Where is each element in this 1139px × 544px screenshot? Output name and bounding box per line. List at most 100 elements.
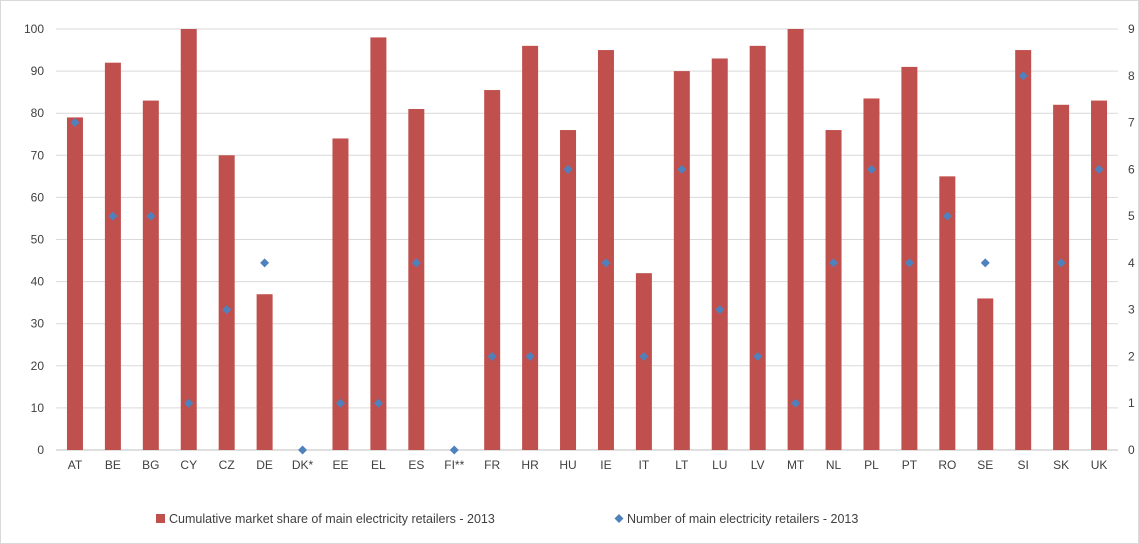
x-tick-label: DE: [256, 458, 273, 472]
x-tick-label: BG: [142, 458, 159, 472]
x-tick-label: EE: [332, 458, 348, 472]
y-tick-label: 30: [31, 317, 45, 331]
data-point: [298, 445, 308, 455]
bar: [370, 37, 387, 451]
x-tick-label: PT: [902, 458, 918, 472]
x-tick-label: AT: [68, 458, 83, 472]
data-point: [373, 398, 383, 408]
legend-point-label: Number of main electricity retailers - 2…: [627, 512, 858, 526]
bar: [408, 108, 425, 451]
bar: [332, 138, 349, 450]
y2-tick-label: 7: [1128, 116, 1135, 130]
x-tick-label: SI: [1018, 458, 1029, 472]
x-tick-label: BE: [105, 458, 121, 472]
scatter-series: [70, 71, 1104, 455]
bar: [977, 298, 994, 450]
data-point: [487, 351, 497, 361]
data-point: [904, 258, 914, 268]
data-point: [222, 305, 232, 315]
data-point: [525, 351, 535, 361]
data-point: [677, 164, 687, 174]
y-tick-label: 80: [31, 106, 45, 120]
bar: [673, 71, 690, 450]
data-point: [715, 305, 725, 315]
y-axis-left: 0 10 20 30 40 50 60 70 80 90 100: [24, 22, 44, 457]
x-tick-label: IT: [639, 458, 650, 472]
x-tick-label: CZ: [219, 458, 235, 472]
data-point: [411, 258, 421, 268]
x-tick-label: MT: [787, 458, 805, 472]
bar: [711, 58, 728, 450]
legend-bar-swatch: [156, 514, 165, 523]
y2-tick-label: 9: [1128, 22, 1135, 36]
legend-bar-label: Cumulative market share of main electric…: [169, 512, 495, 526]
y2-tick-label: 5: [1128, 209, 1135, 223]
data-point: [1018, 71, 1028, 81]
bar: [787, 29, 804, 450]
x-tick-label: HR: [521, 458, 539, 472]
y-axis-right: 0 1 2 3 4 5 6 7 8 9: [1128, 22, 1135, 457]
bar-series: [66, 29, 1108, 451]
data-point: [639, 351, 649, 361]
legend-point-swatch: [614, 514, 624, 523]
data-point: [601, 258, 611, 268]
data-point: [563, 164, 573, 174]
bar: [1053, 104, 1070, 450]
bar: [484, 90, 501, 451]
bar: [180, 29, 197, 450]
data-point: [1056, 258, 1066, 268]
y2-tick-label: 0: [1128, 443, 1135, 457]
bar: [1015, 50, 1032, 451]
bar: [522, 45, 539, 451]
data-point: [70, 118, 80, 128]
x-tick-label: EL: [371, 458, 386, 472]
y-tick-label: 10: [31, 401, 45, 415]
bar: [597, 50, 614, 451]
x-axis: AT BE BG CY CZ DE DK* EE EL ES FI** FR HR HU IE IT LT LU L…: [68, 458, 1108, 472]
x-tick-label: ES: [408, 458, 424, 472]
data-point: [866, 164, 876, 174]
data-point: [335, 398, 345, 408]
bar: [256, 294, 273, 450]
y2-tick-label: 4: [1128, 256, 1135, 270]
bar: [825, 130, 842, 451]
x-tick-label: SK: [1053, 458, 1069, 472]
bar: [939, 176, 956, 450]
x-tick-label: IE: [600, 458, 611, 472]
x-tick-label: HU: [559, 458, 576, 472]
bar: [142, 100, 159, 450]
y-tick-label: 70: [31, 148, 45, 162]
data-point: [184, 398, 194, 408]
bar: [1091, 100, 1108, 450]
bar: [104, 62, 121, 451]
x-tick-label: UK: [1091, 458, 1108, 472]
bar: [863, 98, 880, 450]
y-tick-label: 40: [31, 275, 45, 289]
x-tick-label: LT: [675, 458, 689, 472]
gridlines: [56, 28, 1118, 451]
x-tick-label: FI**: [444, 458, 464, 472]
x-tick-label: LU: [712, 458, 727, 472]
y-tick-label: 50: [31, 233, 45, 247]
x-tick-label: RO: [938, 458, 956, 472]
data-point: [829, 258, 839, 268]
bar: [635, 273, 652, 450]
bar: [218, 155, 235, 451]
data-point: [146, 211, 156, 221]
legend: Cumulative market share of main electric…: [156, 512, 858, 526]
y2-tick-label: 8: [1128, 69, 1135, 83]
data-point: [980, 258, 990, 268]
bar: [749, 45, 766, 451]
x-tick-label: PL: [864, 458, 879, 472]
data-point: [1094, 164, 1104, 174]
data-point: [260, 258, 270, 268]
y-tick-label: 0: [37, 443, 44, 457]
x-tick-label: DK*: [292, 458, 314, 472]
data-point: [791, 398, 801, 408]
y2-tick-label: 3: [1128, 303, 1135, 317]
x-tick-label: CY: [180, 458, 197, 472]
y2-tick-label: 6: [1128, 162, 1135, 176]
y-tick-label: 20: [31, 359, 45, 373]
y2-tick-label: 2: [1128, 349, 1135, 363]
